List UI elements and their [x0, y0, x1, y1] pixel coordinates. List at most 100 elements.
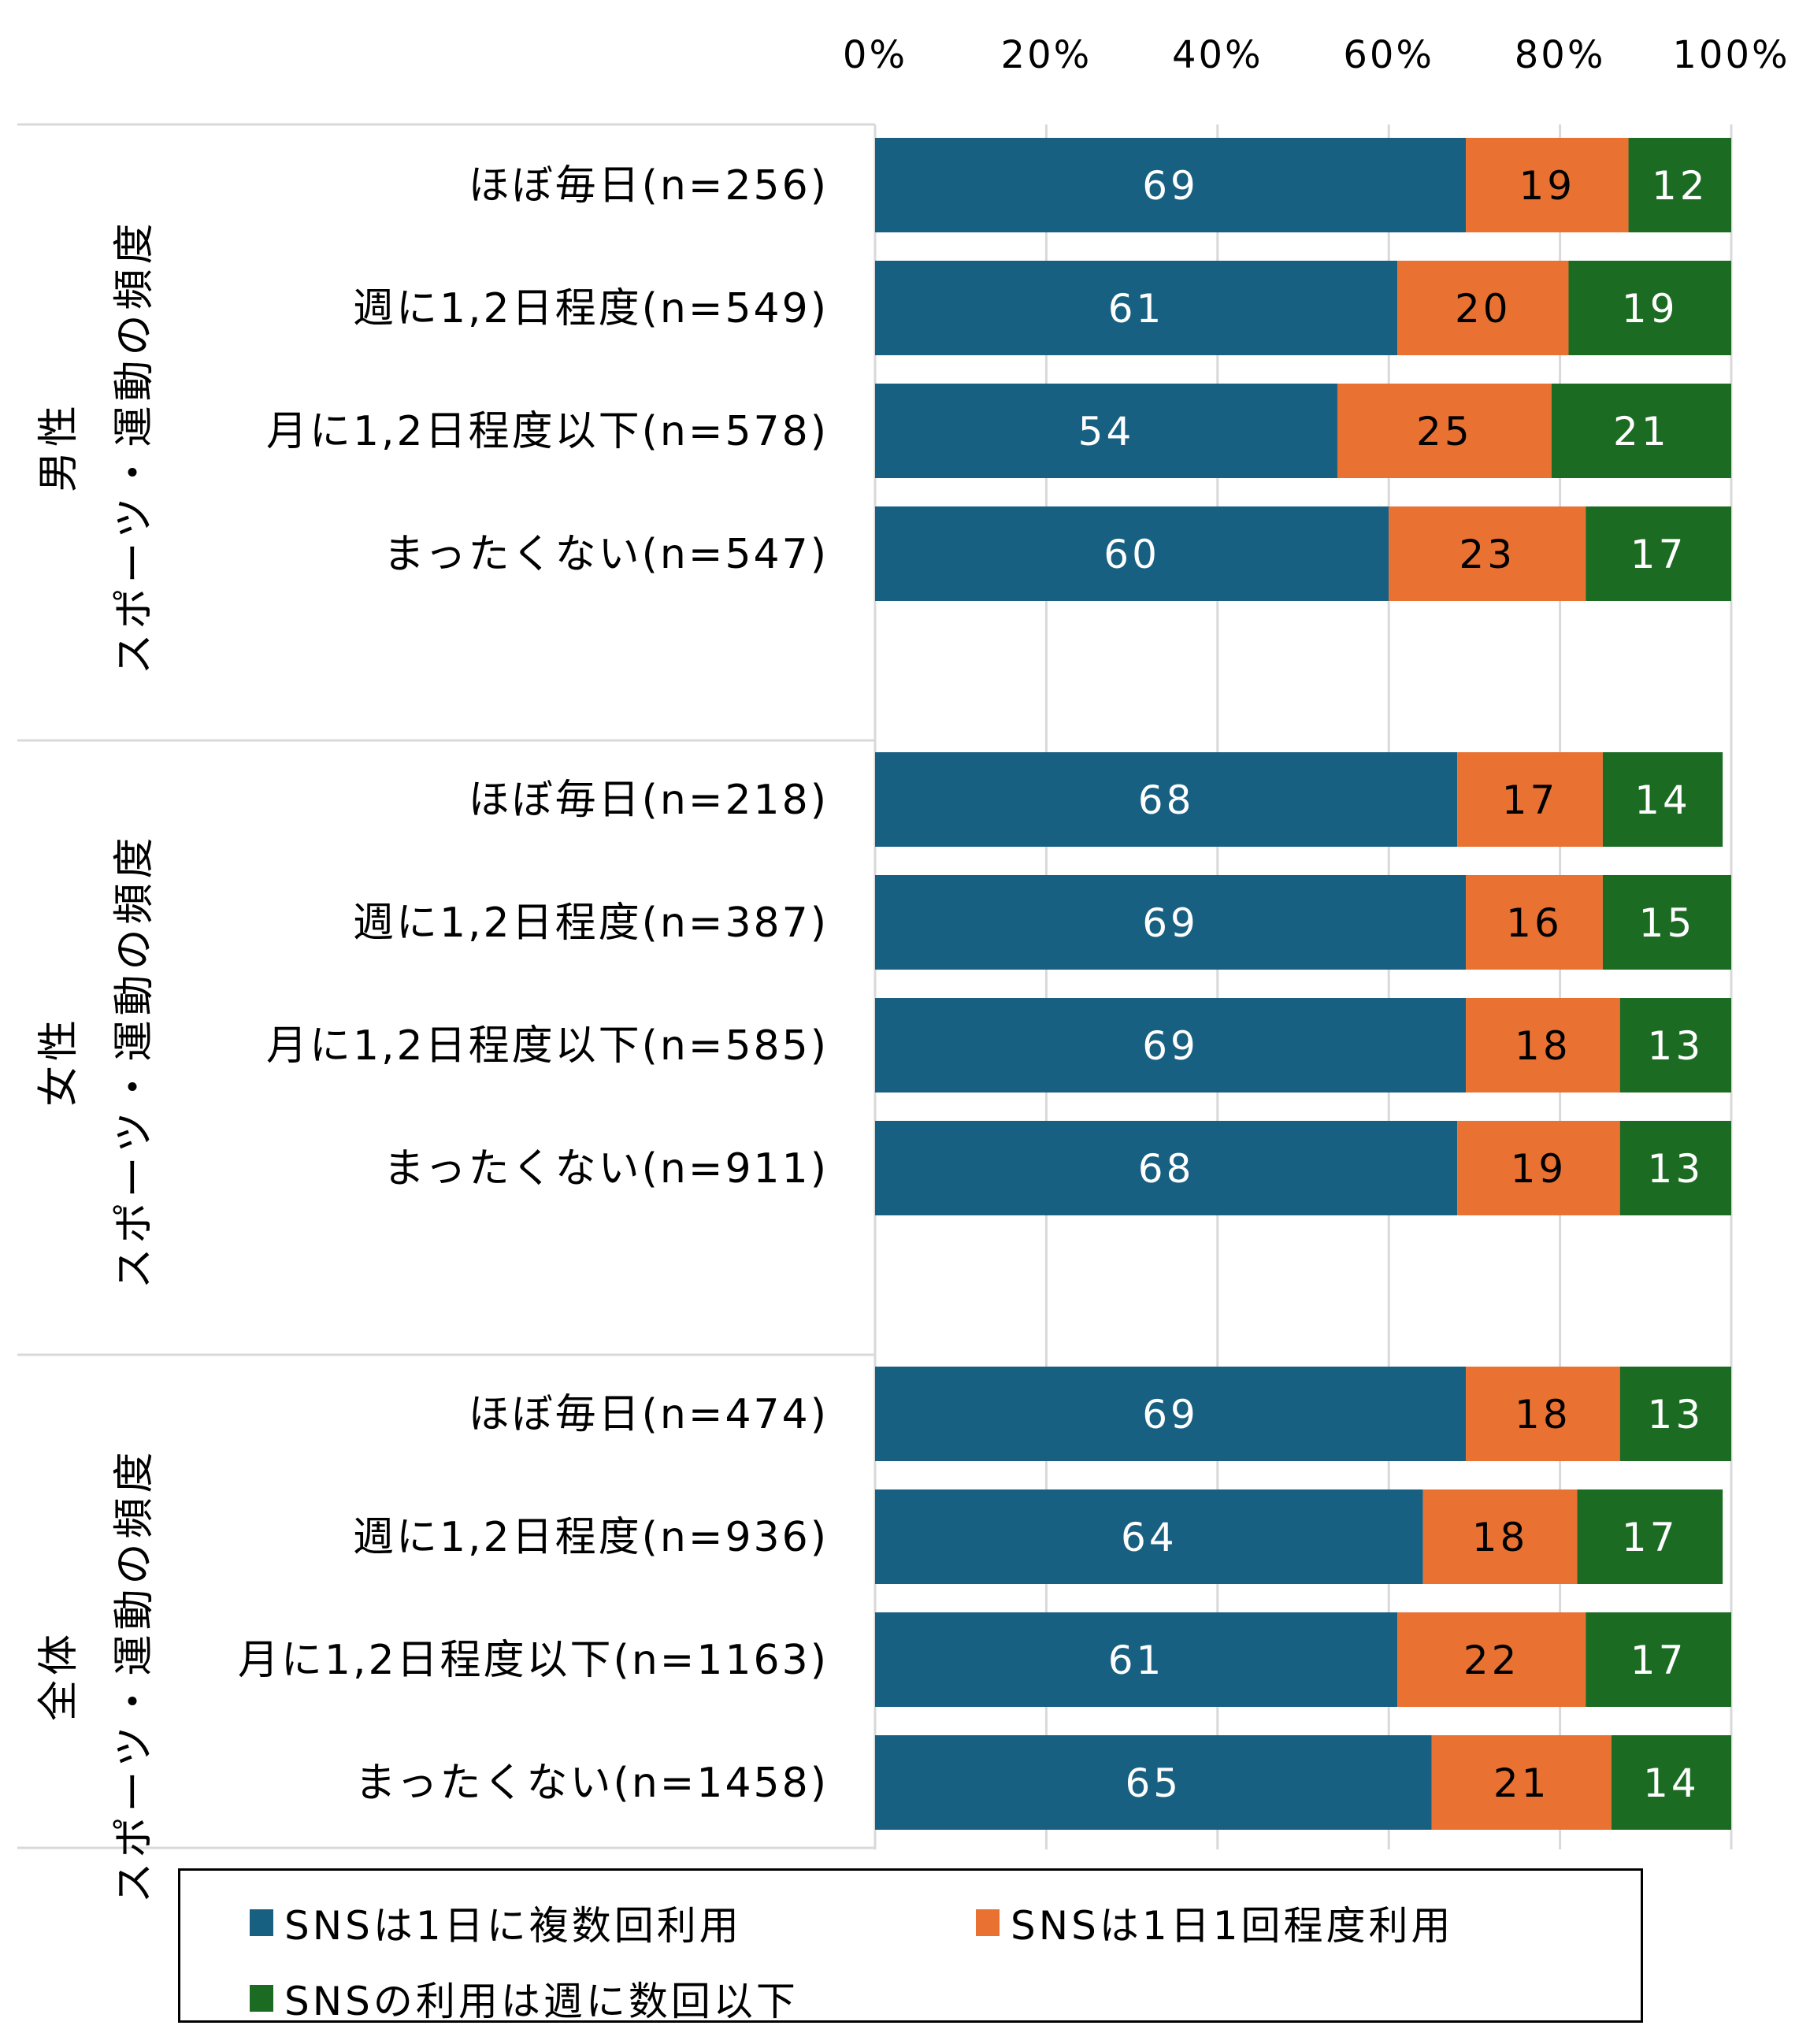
- legend: SNSは1日に複数回利用 SNSは1日1回程度利用 SNSの利用は週に数回以下: [178, 1868, 1643, 2024]
- bar-segment: [1619, 1121, 1731, 1215]
- bar-segment: [1602, 875, 1731, 970]
- data-label: 61: [1108, 286, 1165, 332]
- data-label: 13: [1648, 1146, 1704, 1192]
- data-label: 18: [1515, 1023, 1571, 1069]
- bar-segment: [1457, 1121, 1620, 1215]
- category-label: 週に1,2日程度(n=549): [353, 285, 829, 332]
- category-label: ほぼ毎日(n=218): [469, 777, 829, 824]
- legend-swatch: [250, 1985, 273, 2012]
- bar-segment: [1586, 1612, 1731, 1707]
- data-label: 17: [1630, 1638, 1687, 1683]
- data-label: 19: [1622, 286, 1678, 332]
- category-label: 月に1,2日程度以下(n=578): [266, 408, 829, 455]
- data-label: 14: [1643, 1760, 1700, 1806]
- data-label: 69: [1142, 900, 1199, 946]
- bar-segment: [875, 998, 1467, 1092]
- data-label: 12: [1652, 163, 1708, 209]
- data-label: 15: [1639, 900, 1696, 946]
- data-label: 14: [1634, 777, 1691, 823]
- legend-item-weekly-or-less: SNSの利用は週に数回以下: [250, 1970, 799, 2027]
- legend-label: SNSは1日に複数回利用: [284, 1903, 742, 1949]
- data-label: 69: [1142, 163, 1199, 209]
- data-label: 61: [1108, 1638, 1165, 1683]
- category-label: 週に1,2日程度(n=936): [353, 1514, 829, 1561]
- data-label: 17: [1630, 532, 1687, 577]
- x-tick-label: 100%: [1672, 33, 1790, 77]
- bar-segment: [875, 1735, 1432, 1830]
- bar-segment: [875, 1367, 1467, 1461]
- bar-segment: [1466, 998, 1620, 1092]
- bar-segment: [1619, 998, 1731, 1092]
- category-label: まったくない(n=911): [384, 1145, 829, 1193]
- bar-segment: [875, 875, 1467, 970]
- bar-segment: [1337, 384, 1552, 478]
- bar-segment: [1397, 1612, 1586, 1707]
- data-label: 19: [1519, 163, 1575, 209]
- bar-segment: [1422, 1489, 1578, 1584]
- bar-segment: [1466, 1367, 1620, 1461]
- bar-segment: [1431, 1735, 1612, 1830]
- legend-swatch: [250, 1909, 273, 1936]
- bar-segment: [1628, 138, 1731, 232]
- bar-segment: [1551, 384, 1731, 478]
- bars: 69 19 12 61 20 19 54 25 21 60 23 17 68 17 14 69 16 15 69 18…: [875, 138, 1731, 1830]
- legend-item-once-daily: SNSは1日1回程度利用: [976, 1894, 1454, 1951]
- data-label: 23: [1459, 532, 1515, 577]
- data-label: 60: [1103, 532, 1160, 577]
- x-tick-label: 40%: [1172, 33, 1263, 77]
- legend-swatch: [976, 1909, 1000, 1936]
- bar-segment: [1466, 138, 1629, 232]
- x-axis-ticks: 0% 20% 40% 60% 80% 100%: [843, 33, 1790, 77]
- bar-segment: [1602, 752, 1723, 847]
- bar-segment: [875, 384, 1337, 478]
- data-label: 13: [1648, 1023, 1704, 1069]
- x-tick-label: 20%: [1001, 33, 1092, 77]
- bar-segment: [1568, 261, 1731, 355]
- bar-segment: [875, 1489, 1423, 1584]
- category-label: 月に1,2日程度以下(n=585): [266, 1022, 829, 1070]
- data-label: 16: [1506, 900, 1563, 946]
- data-label: 25: [1416, 409, 1473, 454]
- x-tick-label: 60%: [1343, 33, 1434, 77]
- data-label: 21: [1613, 409, 1670, 454]
- bar-segment: [875, 752, 1458, 847]
- bar-segment: [1619, 1367, 1731, 1461]
- category-label: まったくない(n=1458): [355, 1760, 829, 1807]
- data-label: 13: [1648, 1392, 1704, 1437]
- data-label: 18: [1515, 1392, 1571, 1437]
- group-sublabel: スポーツ・運動の頻度: [111, 1448, 158, 1904]
- category-label: ほぼ毎日(n=256): [469, 162, 829, 210]
- x-tick-label: 0%: [843, 33, 907, 77]
- group-sublabel: スポーツ・運動の頻度: [111, 833, 158, 1289]
- bar-segment: [1586, 506, 1731, 601]
- category-label: 月に1,2日程度以下(n=1163): [238, 1637, 829, 1684]
- data-label: 65: [1125, 1760, 1181, 1806]
- bar-segment: [1611, 1735, 1731, 1830]
- data-label: 17: [1502, 777, 1559, 823]
- legend-label: SNSは1日1回程度利用: [1011, 1903, 1454, 1949]
- category-label: まったくない(n=547): [384, 531, 829, 578]
- group-label: 女性: [35, 1015, 83, 1107]
- data-label: 54: [1078, 409, 1135, 454]
- data-label: 19: [1511, 1146, 1567, 1192]
- category-label: ほぼ毎日(n=474): [469, 1391, 829, 1438]
- data-label: 18: [1472, 1515, 1529, 1560]
- data-label: 17: [1622, 1515, 1678, 1560]
- data-label: 68: [1138, 777, 1195, 823]
- group-label: 男性: [35, 401, 83, 492]
- data-label: 69: [1142, 1023, 1199, 1069]
- category-labels: ほぼ毎日(n=256) 週に1,2日程度(n=549) 月に1,2日程度以下(n=5…: [238, 162, 829, 1807]
- data-label: 69: [1142, 1392, 1199, 1437]
- data-label: 22: [1463, 1638, 1520, 1683]
- bar-segment: [1397, 261, 1569, 355]
- bar-segment: [1389, 506, 1586, 601]
- data-label: 64: [1121, 1515, 1178, 1560]
- bar-segment: [875, 138, 1467, 232]
- category-label: 週に1,2日程度(n=387): [353, 900, 829, 947]
- x-tick-label: 80%: [1515, 33, 1606, 77]
- group-sublabel: スポーツ・運動の頻度: [111, 219, 158, 675]
- data-label: 21: [1493, 1760, 1550, 1806]
- group-label: 全体: [35, 1630, 83, 1721]
